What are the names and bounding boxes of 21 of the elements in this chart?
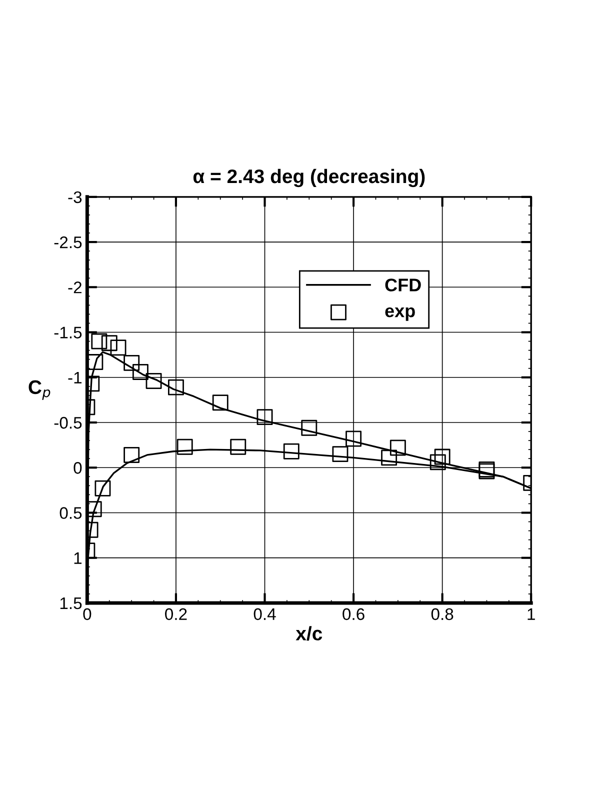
y-tick-label: 0.5 bbox=[60, 507, 82, 519]
x-tick-label: 0.8 bbox=[431, 608, 454, 620]
x-tick-label: 0.4 bbox=[254, 608, 276, 620]
y-tick-label: -1.5 bbox=[54, 326, 82, 338]
legend-label: exp bbox=[385, 307, 415, 321]
y-tick-label: 1.5 bbox=[60, 598, 82, 610]
x-axis-title: x/c bbox=[296, 626, 322, 641]
y-axis-title: C$_{p}$ bbox=[28, 380, 50, 400]
y-tick-label: 1 bbox=[74, 552, 82, 564]
legend-label: CFD bbox=[385, 278, 421, 292]
x-tick-label: 1 bbox=[528, 608, 535, 620]
y-tick-label: -2 bbox=[68, 282, 82, 294]
chart-title: α = 2.43 deg (decreasing) bbox=[193, 168, 425, 188]
y-tick-label: -0.5 bbox=[54, 416, 82, 429]
x-tick-label: 0.6 bbox=[342, 608, 364, 620]
y-tick-label: -1 bbox=[68, 372, 82, 384]
y-tick-label: -3 bbox=[68, 191, 82, 204]
y-tick-label: -2.5 bbox=[54, 236, 82, 248]
y-tick-label: 0 bbox=[74, 462, 82, 474]
x-tick-label: 0.2 bbox=[165, 608, 187, 620]
x-tick-label: 0 bbox=[83, 608, 92, 620]
